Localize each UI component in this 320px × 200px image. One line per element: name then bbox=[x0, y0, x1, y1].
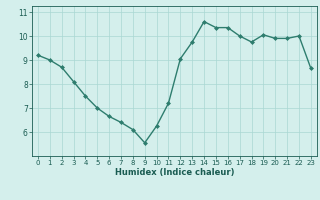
X-axis label: Humidex (Indice chaleur): Humidex (Indice chaleur) bbox=[115, 168, 234, 177]
